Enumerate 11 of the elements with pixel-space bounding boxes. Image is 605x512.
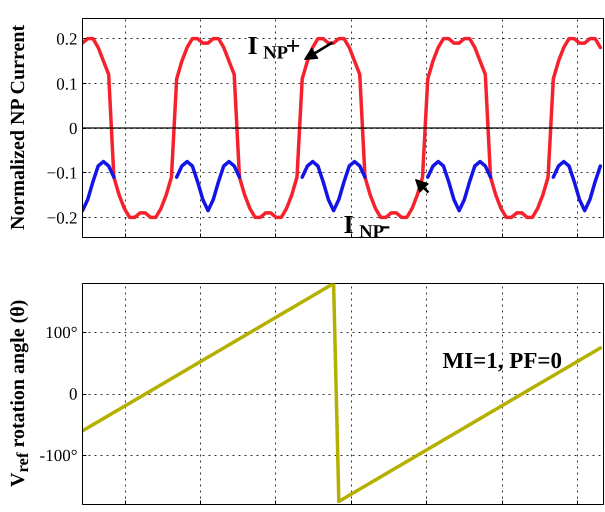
- y-tick-label: 0: [69, 119, 78, 138]
- y-tick-label: −0.2: [46, 208, 78, 228]
- y-tick-label: -100°: [40, 446, 78, 465]
- y-tick-label: 0.1: [56, 74, 78, 94]
- y-tick-label: 100°: [45, 323, 78, 342]
- y-tick-label: 0: [69, 384, 78, 404]
- line-series: [82, 284, 602, 504]
- y-tick-label: −0.1: [46, 164, 78, 183]
- y-axis-title: Normalized NP Current: [6, 24, 30, 232]
- y-tick-label: 0.2: [56, 30, 78, 49]
- annotation: MI=1, PF=0: [442, 348, 562, 373]
